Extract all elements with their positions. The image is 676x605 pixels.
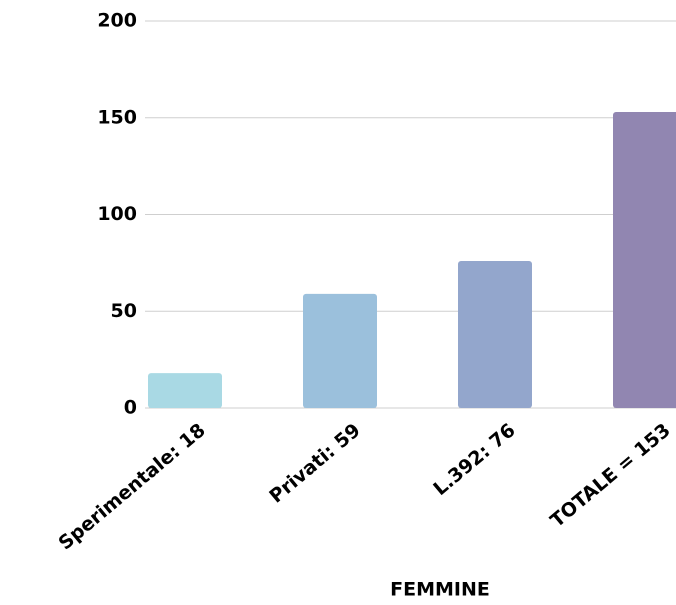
y-tick-label: 0 [124,397,137,419]
y-tick-label: 100 [97,203,137,225]
bar [148,373,222,408]
bar [613,111,676,408]
x-tick-label: Sperimentale: 18 [54,419,209,554]
x-tick-label: TOTALE = 153 [546,419,674,532]
y-tick-label: 150 [97,106,137,128]
y-tick-label: 50 [111,300,137,322]
bar [303,293,377,408]
x-axis-label: FEMMINE [390,579,490,601]
x-tick-label: L.392: 76 [429,419,519,500]
y-tick-label: 200 [97,10,137,32]
x-tick-label: Privati: 59 [265,419,364,507]
bar [458,260,532,408]
